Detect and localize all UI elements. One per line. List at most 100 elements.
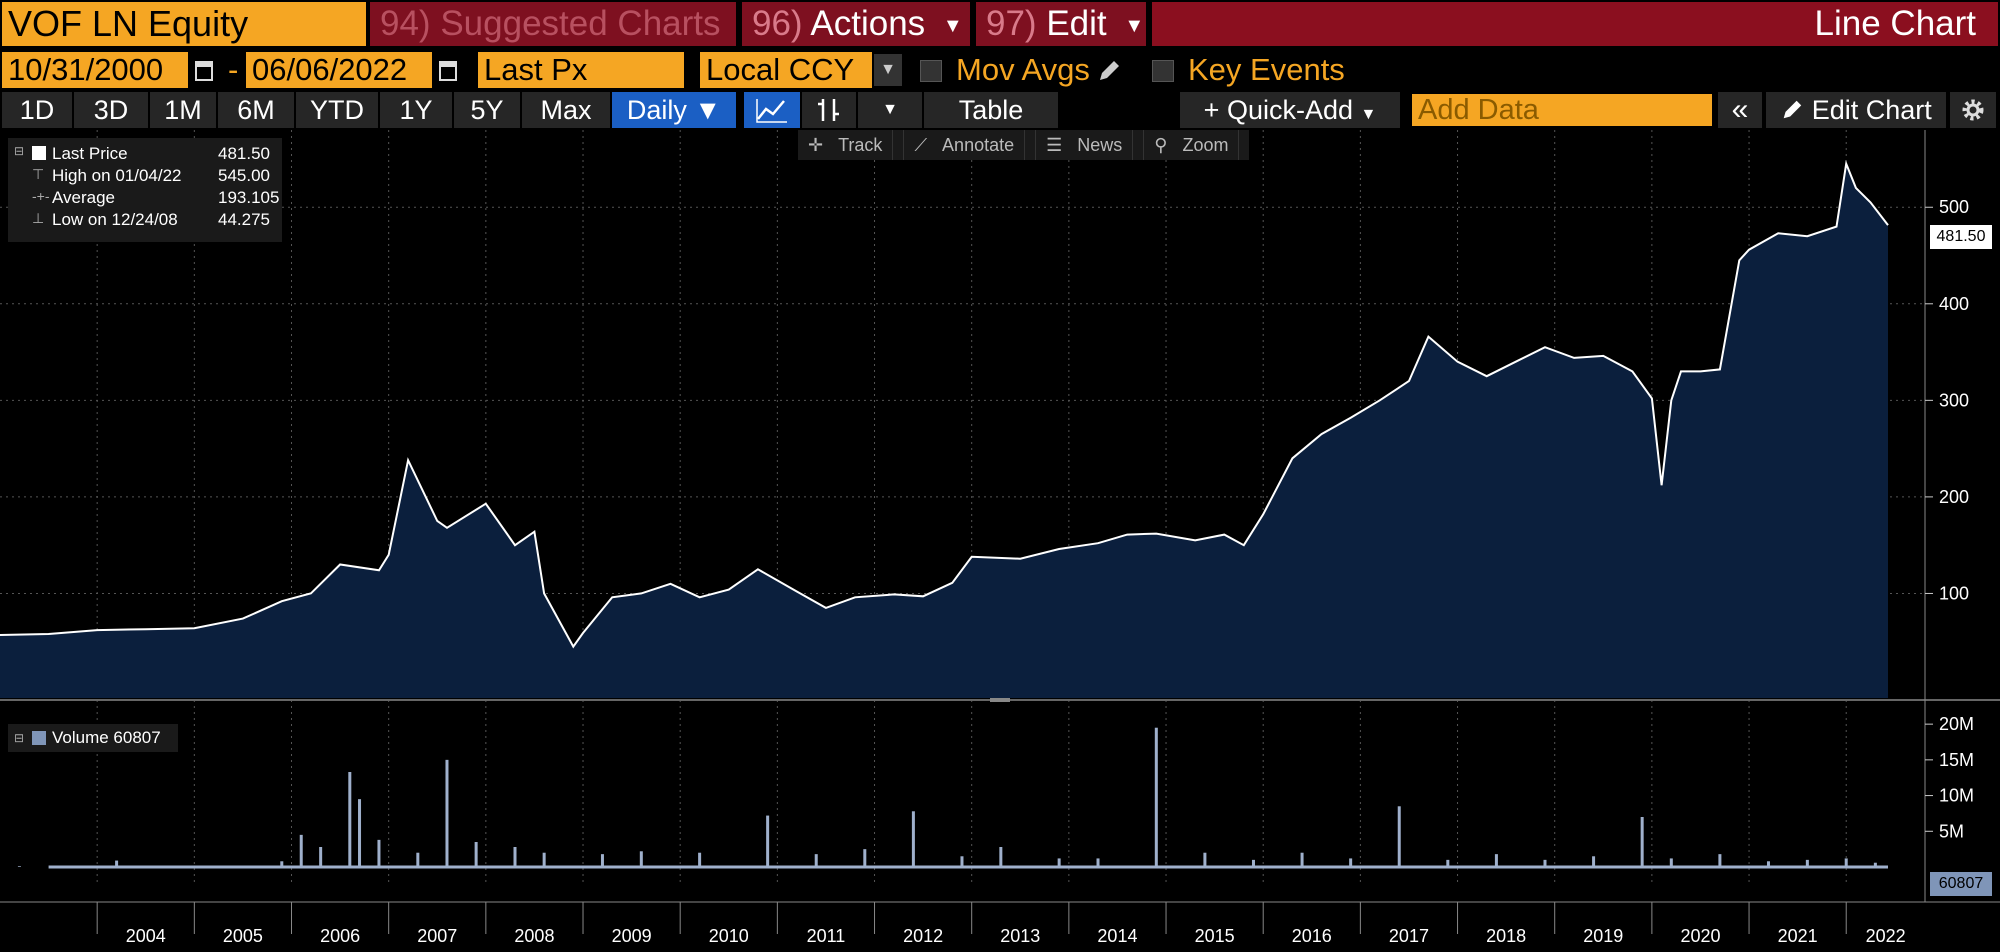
edit-menu[interactable]: 97) Edit ▼	[976, 2, 1146, 46]
currency-dropdown-button[interactable]: ▼	[874, 54, 902, 86]
price-volume-chart[interactable]: 100 200 300 400 500 5M 10M 15M 20M 2004 2005 2006…	[0, 130, 2000, 952]
frequency-dropdown[interactable]: Daily ▼	[612, 92, 736, 128]
range-1m[interactable]: 1M	[150, 92, 216, 128]
volume-bar	[1805, 859, 1809, 867]
range-3d[interactable]: 3D	[74, 92, 148, 128]
collapse-icon[interactable]: ⊟	[14, 731, 25, 745]
high-marker-icon: ⊤	[32, 166, 45, 182]
field-selector[interactable]: Last Px	[478, 52, 684, 88]
year-tick-label: 2018	[1486, 926, 1526, 946]
track-tool[interactable]: ✛ Track	[798, 130, 905, 160]
year-axis: 2004 2005 2006 2007 2008 2009 2010 2011 2012 2013…	[96, 902, 1906, 946]
suggested-charts-button[interactable]: 94) Suggested Charts	[370, 2, 736, 46]
volume-tick-label: 20M	[1939, 714, 1974, 734]
year-tick-label: 2017	[1389, 926, 1429, 946]
gear-icon[interactable]	[1950, 92, 1996, 128]
price-tick-label: 200	[1939, 487, 1969, 507]
average-marker-icon: -+-	[32, 188, 50, 204]
price-tick-label: 300	[1939, 390, 1969, 410]
end-date-field[interactable]: 06/06/2022	[246, 52, 432, 88]
price-legend[interactable]: ⊟ Last Price 481.50 ⊤ High on 01/04/22 5…	[8, 138, 282, 242]
volume-bar	[1873, 862, 1877, 867]
panel-resize-handle	[990, 697, 1010, 702]
volume-bar	[1669, 858, 1673, 867]
volume-bars	[17, 727, 1888, 869]
volume-bar	[513, 847, 517, 867]
volume-bar	[960, 856, 964, 867]
volume-bar	[66, 865, 70, 867]
last-volume-tag: 60807	[1930, 872, 1992, 896]
volume-bar	[1543, 859, 1547, 867]
edit-label: Edit	[1046, 4, 1107, 43]
pencil-icon[interactable]	[1096, 58, 1122, 84]
timeframe-bar: 1D 3D 1M 6M YTD 1Y 5Y Max Daily ▼ ▼ Tabl…	[0, 90, 2000, 130]
year-tick-label: 2006	[320, 926, 360, 946]
suggested-charts-label: Suggested Charts	[440, 4, 721, 43]
legend-last-label: Last Price	[52, 144, 128, 163]
add-data-input[interactable]: Add Data	[1412, 94, 1712, 126]
ohlc-bar-icon	[818, 99, 839, 121]
volume-legend[interactable]: ⊟ Volume 60807	[8, 724, 178, 752]
range-max[interactable]: Max	[522, 92, 610, 128]
quick-add-label: Quick-Add	[1226, 95, 1353, 125]
volume-bar	[1718, 854, 1722, 867]
volume-legend-text: Volume 60807	[52, 728, 161, 747]
quick-add-button[interactable]: + Quick-Add ▼	[1180, 92, 1400, 128]
key-events-checkbox[interactable]	[1152, 60, 1174, 82]
mov-avgs-label[interactable]: Mov Avgs	[956, 52, 1090, 87]
news-tool[interactable]: ☰ News	[1036, 130, 1145, 160]
start-date-field[interactable]: 10/31/2000	[2, 52, 188, 88]
year-tick-label: 2021	[1778, 926, 1818, 946]
last-price-swatch	[32, 146, 46, 160]
volume-bar	[766, 815, 770, 867]
volume-bar	[1203, 852, 1207, 867]
range-6m[interactable]: 6M	[218, 92, 294, 128]
calendar-icon[interactable]	[438, 58, 458, 82]
caret-down-icon: ▼	[1124, 14, 1145, 37]
year-tick-label: 2022	[1866, 926, 1906, 946]
volume-bar	[280, 861, 284, 867]
volume-tick-label: 15M	[1939, 750, 1974, 770]
volume-bar	[17, 866, 21, 867]
volume-bar	[639, 851, 643, 867]
actions-menu[interactable]: 96) Actions ▼	[742, 2, 970, 46]
line-chart-icon	[756, 99, 787, 123]
volume-bar	[1844, 858, 1848, 867]
annotate-tool[interactable]: ⟋ Annotate	[904, 130, 1037, 160]
year-tick-label: 2014	[1097, 926, 1137, 946]
table-button[interactable]: Table	[924, 92, 1058, 128]
calendar-icon[interactable]	[194, 58, 214, 82]
ticker-field[interactable]: VOF LN Equity	[2, 2, 366, 46]
range-5y[interactable]: 5Y	[454, 92, 520, 128]
volume-bar	[1640, 817, 1644, 867]
range-ytd[interactable]: YTD	[296, 92, 378, 128]
actions-label: Actions	[810, 4, 926, 43]
collapse-icon[interactable]: ⊟	[14, 144, 25, 158]
caret-down-icon: ▼	[942, 14, 963, 37]
bar-chart-toggle[interactable]	[802, 92, 856, 128]
currency-selector[interactable]: Local CCY	[700, 52, 872, 88]
legend-avg-value: 193.105	[218, 188, 280, 207]
line-chart-toggle[interactable]	[744, 92, 800, 128]
edit-chart-button[interactable]: Edit Chart	[1766, 92, 1946, 128]
volume-bar	[1251, 859, 1255, 867]
legend-avg-label: Average	[52, 188, 116, 207]
range-1d[interactable]: 1D	[2, 92, 72, 128]
volume-bar	[863, 849, 867, 867]
volume-bar	[241, 865, 245, 867]
mov-avgs-checkbox[interactable]	[920, 60, 942, 82]
volume-bar	[911, 811, 915, 867]
zoom-tool[interactable]: ⚲ Zoom	[1144, 130, 1249, 160]
collapse-panel-icon[interactable]: «	[1718, 92, 1762, 128]
chart-style-dropdown[interactable]: ▼	[858, 92, 922, 128]
year-tick-label: 2016	[1292, 926, 1332, 946]
volume-bar	[814, 854, 818, 867]
range-1y[interactable]: 1Y	[380, 92, 452, 128]
year-tick-label: 2005	[223, 926, 263, 946]
caret-down-icon: ▼	[1360, 106, 1377, 123]
key-events-label[interactable]: Key Events	[1188, 52, 1345, 87]
chart-type-title: Line Chart	[1152, 2, 1998, 46]
edit-number: 97)	[986, 4, 1037, 43]
volume-tick-label: 10M	[1939, 786, 1974, 806]
year-tick-label: 2019	[1583, 926, 1623, 946]
